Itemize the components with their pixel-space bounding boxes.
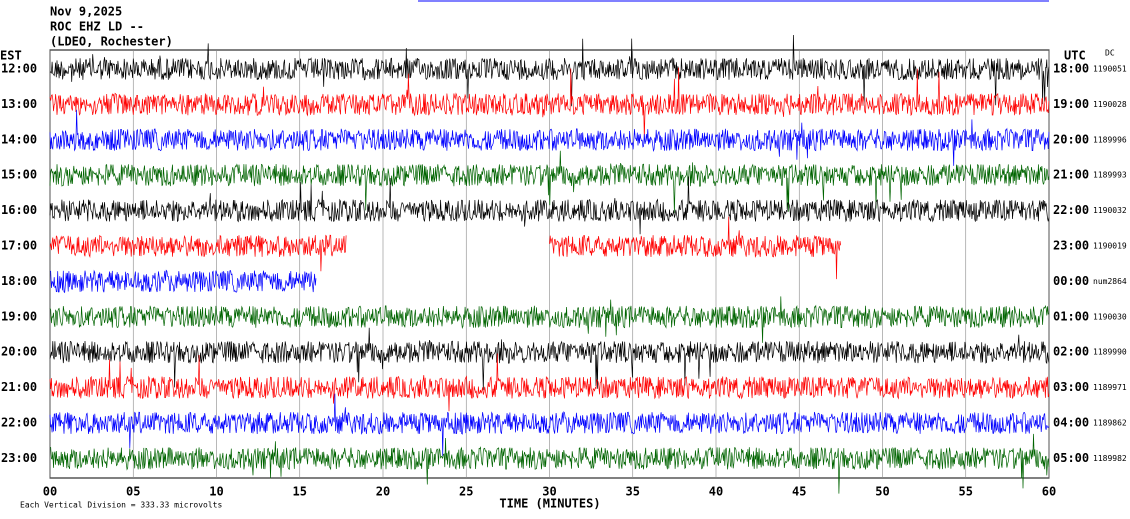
trace bbox=[49, 269, 317, 294]
date: Nov 9,2025 bbox=[50, 5, 122, 19]
right-label: 22:00 bbox=[1053, 203, 1089, 217]
x-tick-label: 05 bbox=[126, 485, 140, 499]
left-label: 20:00 bbox=[1, 345, 37, 359]
trace bbox=[49, 150, 1050, 214]
right-label: 01:00 bbox=[1053, 309, 1089, 323]
left-label: 17:00 bbox=[1, 239, 37, 253]
left-label: 12:00 bbox=[1, 62, 37, 76]
left-label: 13:00 bbox=[1, 97, 37, 111]
trace bbox=[49, 296, 1050, 343]
right-value: 1189862 bbox=[1093, 419, 1127, 428]
est-title: EST bbox=[0, 49, 22, 63]
left-label: 18:00 bbox=[1, 274, 37, 288]
trace bbox=[549, 216, 842, 280]
trace bbox=[49, 327, 1050, 391]
right-label: 23:00 bbox=[1053, 239, 1089, 253]
right-label: 05:00 bbox=[1053, 451, 1089, 465]
trace bbox=[49, 67, 1050, 139]
x-tick-label: 50 bbox=[875, 485, 889, 499]
left-label: 14:00 bbox=[1, 132, 37, 146]
right-value: 1189996 bbox=[1093, 135, 1127, 144]
left-label: 21:00 bbox=[1, 380, 37, 394]
right-value: 1190028 bbox=[1093, 100, 1127, 109]
left-label: 15:00 bbox=[1, 168, 37, 182]
right-value: 1189971 bbox=[1093, 383, 1127, 392]
right-value: 1189982 bbox=[1093, 454, 1127, 463]
location: (LDEO, Rochester) bbox=[50, 35, 173, 49]
right-label: 19:00 bbox=[1053, 97, 1089, 111]
left-label: 22:00 bbox=[1, 416, 37, 430]
right-value: 1190032 bbox=[1093, 206, 1127, 215]
dc-note: DC bbox=[1105, 49, 1115, 58]
right-value: 1190051 bbox=[1093, 65, 1127, 74]
x-tick-label: 15 bbox=[293, 485, 307, 499]
left-label: 19:00 bbox=[1, 309, 37, 323]
utc-title: UTC bbox=[1064, 49, 1086, 63]
x-tick-label: 25 bbox=[459, 485, 473, 499]
x-tick-label: 10 bbox=[209, 485, 223, 499]
right-value: num2864 bbox=[1093, 277, 1127, 286]
right-label: 02:00 bbox=[1053, 345, 1089, 359]
scale-note: Each Vertical Division = 333.33 microvol… bbox=[20, 501, 222, 510]
x-tick-label: 20 bbox=[376, 485, 390, 499]
right-value: 1189993 bbox=[1093, 171, 1127, 180]
left-label: 16:00 bbox=[1, 203, 37, 217]
trace bbox=[49, 353, 1050, 412]
right-label: 00:00 bbox=[1053, 274, 1089, 288]
trace bbox=[49, 34, 1050, 107]
x-tick-label: 30 bbox=[542, 485, 556, 499]
right-label: 03:00 bbox=[1053, 380, 1089, 394]
trace bbox=[49, 109, 1050, 166]
right-value: 1190030 bbox=[1093, 312, 1127, 321]
right-value: 1189990 bbox=[1093, 348, 1127, 357]
right-label: 20:00 bbox=[1053, 132, 1089, 146]
x-title: TIME (MINUTES) bbox=[499, 497, 600, 511]
left-label: 23:00 bbox=[1, 451, 37, 465]
x-tick-label: 55 bbox=[959, 485, 973, 499]
right-label: 18:00 bbox=[1053, 62, 1089, 76]
right-label: 21:00 bbox=[1053, 168, 1089, 182]
trace bbox=[49, 393, 1050, 457]
x-tick-label: 35 bbox=[626, 485, 640, 499]
right-label: 04:00 bbox=[1053, 416, 1089, 430]
x-tick-label: 60 bbox=[1042, 485, 1056, 499]
traces bbox=[49, 34, 1050, 494]
grid bbox=[49, 50, 1050, 478]
trace bbox=[49, 234, 347, 272]
trace bbox=[49, 176, 1050, 235]
x-tick-label: 40 bbox=[709, 485, 723, 499]
labels: 00 05 10 15 20 25 30 35 40 45 50 55 60 12:00 18:00 1190… bbox=[1, 62, 1127, 499]
x-tick-label: 45 bbox=[792, 485, 806, 499]
right-value: 1190019 bbox=[1093, 242, 1127, 251]
station: ROC EHZ LD -- bbox=[50, 20, 144, 34]
trace bbox=[50, 433, 1050, 494]
x-tick-label: 00 bbox=[43, 485, 57, 499]
